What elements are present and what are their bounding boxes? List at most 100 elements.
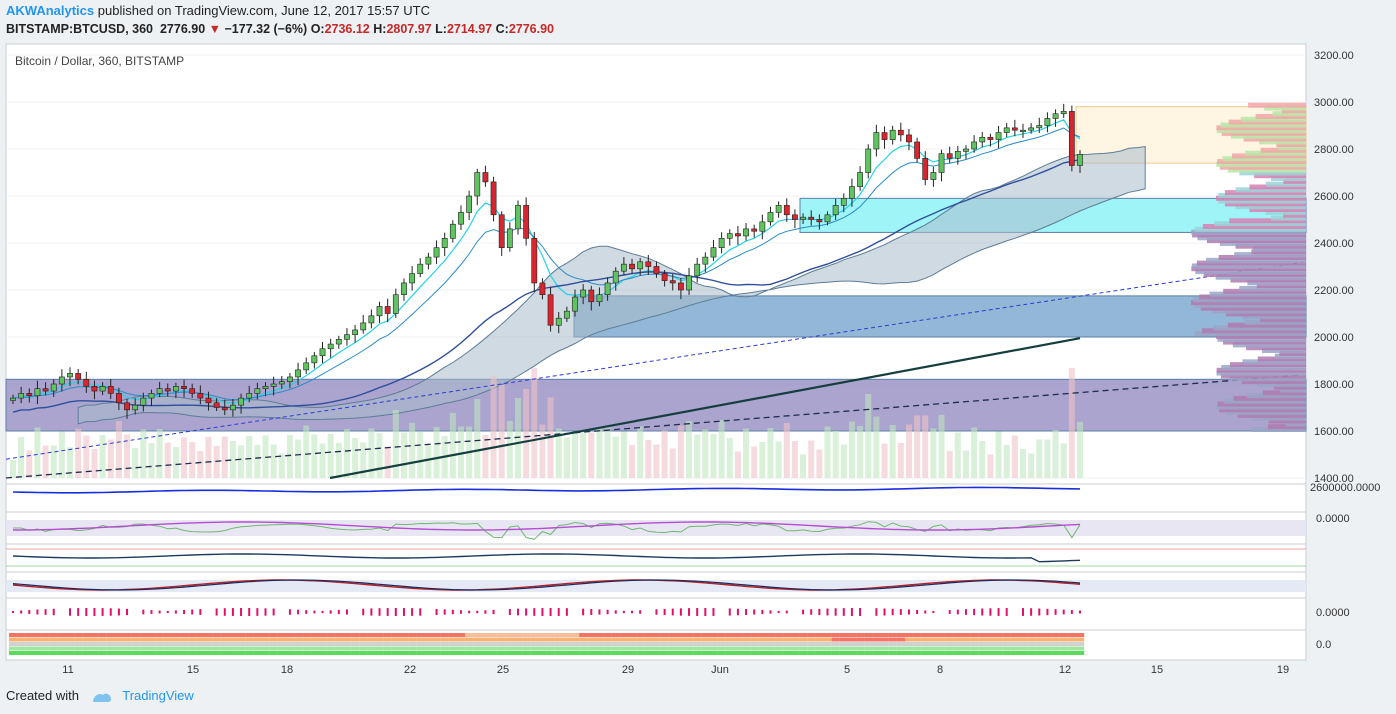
x-axis: 11 15 18 22 25 29 Jun 5 8 12 15 19 (62, 664, 1289, 676)
heat-cell (82, 646, 91, 651)
heat-cell (359, 646, 368, 651)
hist-bar (492, 609, 495, 615)
heat-cell (481, 642, 490, 646)
volume-bar (857, 426, 864, 478)
volume-bar (914, 415, 921, 478)
heat-cell (823, 637, 832, 642)
heat-cell (228, 642, 238, 646)
candle-body (1036, 125, 1043, 129)
volume-bar (791, 441, 798, 478)
close-label: C: (495, 22, 509, 36)
volume-bar (229, 441, 236, 478)
heat-cell (367, 642, 376, 646)
hist-bar (508, 608, 511, 616)
profile-bar (1235, 204, 1306, 210)
heat-cell (603, 637, 612, 642)
heat-cell (701, 637, 710, 642)
hist-bar (810, 609, 813, 615)
author-link[interactable]: AKWAnalytics (6, 3, 95, 18)
heat-cell (448, 651, 458, 655)
profile-bar (1201, 328, 1306, 334)
heat-cell (595, 633, 604, 637)
candle-body (971, 141, 978, 150)
candle-body (963, 148, 969, 152)
heat-cell (530, 651, 539, 655)
candle-body (417, 263, 424, 274)
hist-bar (313, 610, 316, 614)
candle-body (18, 393, 25, 399)
hist-bar (541, 608, 544, 616)
heat-cell (856, 633, 865, 637)
profile-bar (1265, 181, 1306, 187)
price-chart[interactable]: Bitcoin / Dollar, 360, BITSTAMP 3200.003… (0, 42, 1396, 682)
volume-bar (881, 443, 888, 478)
heat-cell (204, 651, 213, 655)
volume-bar (930, 428, 937, 478)
volume-bar (132, 448, 139, 478)
heat-cell (41, 651, 50, 655)
heat-cell (880, 637, 889, 642)
profile-bar (1247, 280, 1306, 286)
heat-cell (269, 637, 278, 642)
volume-bar (238, 445, 245, 478)
heat-cell (473, 633, 482, 637)
candle-body (34, 388, 41, 397)
volume-bar (824, 426, 831, 478)
volume-bar (156, 429, 163, 478)
heat-cell (473, 637, 482, 642)
heat-cell (929, 637, 938, 642)
candle-body (572, 296, 578, 312)
heat-cell (399, 651, 409, 655)
volume-bar (767, 428, 774, 478)
heat-cell (774, 651, 783, 655)
hist-bar (631, 610, 634, 614)
heat-cell (391, 651, 401, 655)
hist-bar (36, 609, 39, 615)
hist-bar (370, 608, 373, 616)
heat-cell (82, 633, 91, 637)
profile-bar (1192, 297, 1306, 303)
candle-body (718, 238, 725, 249)
candle-body (42, 388, 49, 392)
hist-bar (834, 608, 837, 616)
profile-bar (1226, 410, 1306, 416)
volume-bar (889, 425, 896, 478)
heat-cell (245, 651, 254, 655)
tradingview-link[interactable]: TradingView (122, 688, 194, 703)
candle-body (107, 386, 114, 394)
x-tick-label: 12 (1059, 664, 1071, 676)
hist-bar (850, 608, 853, 616)
profile-bar (1280, 387, 1306, 393)
heat-cell (546, 637, 555, 642)
volume-bar (335, 443, 342, 478)
heat-cell (497, 637, 506, 642)
candle-body (832, 205, 839, 216)
volume-bar (604, 427, 611, 478)
volume-bar (189, 442, 196, 478)
heat-cell (709, 646, 718, 651)
heat-cell (106, 637, 115, 642)
heat-cell (74, 637, 83, 642)
heat-cell (856, 646, 865, 651)
heat-cell (139, 651, 148, 655)
hist-bar (337, 609, 340, 615)
heat-cell (1010, 646, 1020, 651)
heat-cell (538, 646, 547, 651)
heat-cell (921, 646, 930, 651)
heat-cell (416, 651, 425, 655)
heat-cell (774, 633, 783, 637)
heat-cell (758, 651, 767, 655)
volume-bar (1077, 421, 1083, 478)
volume-bar (148, 443, 155, 478)
heat-cell (513, 646, 523, 651)
volume-bar (775, 441, 782, 478)
heat-cell (1076, 637, 1085, 642)
heat-cell (74, 651, 83, 655)
profile-bar (1216, 333, 1306, 339)
volume-bar (653, 444, 660, 478)
volume-bar (10, 460, 16, 478)
heat-cell (269, 646, 278, 651)
heat-cell (1076, 642, 1085, 646)
heat-cell (180, 651, 189, 655)
y-tick-label: 1800.00 (1314, 379, 1354, 391)
